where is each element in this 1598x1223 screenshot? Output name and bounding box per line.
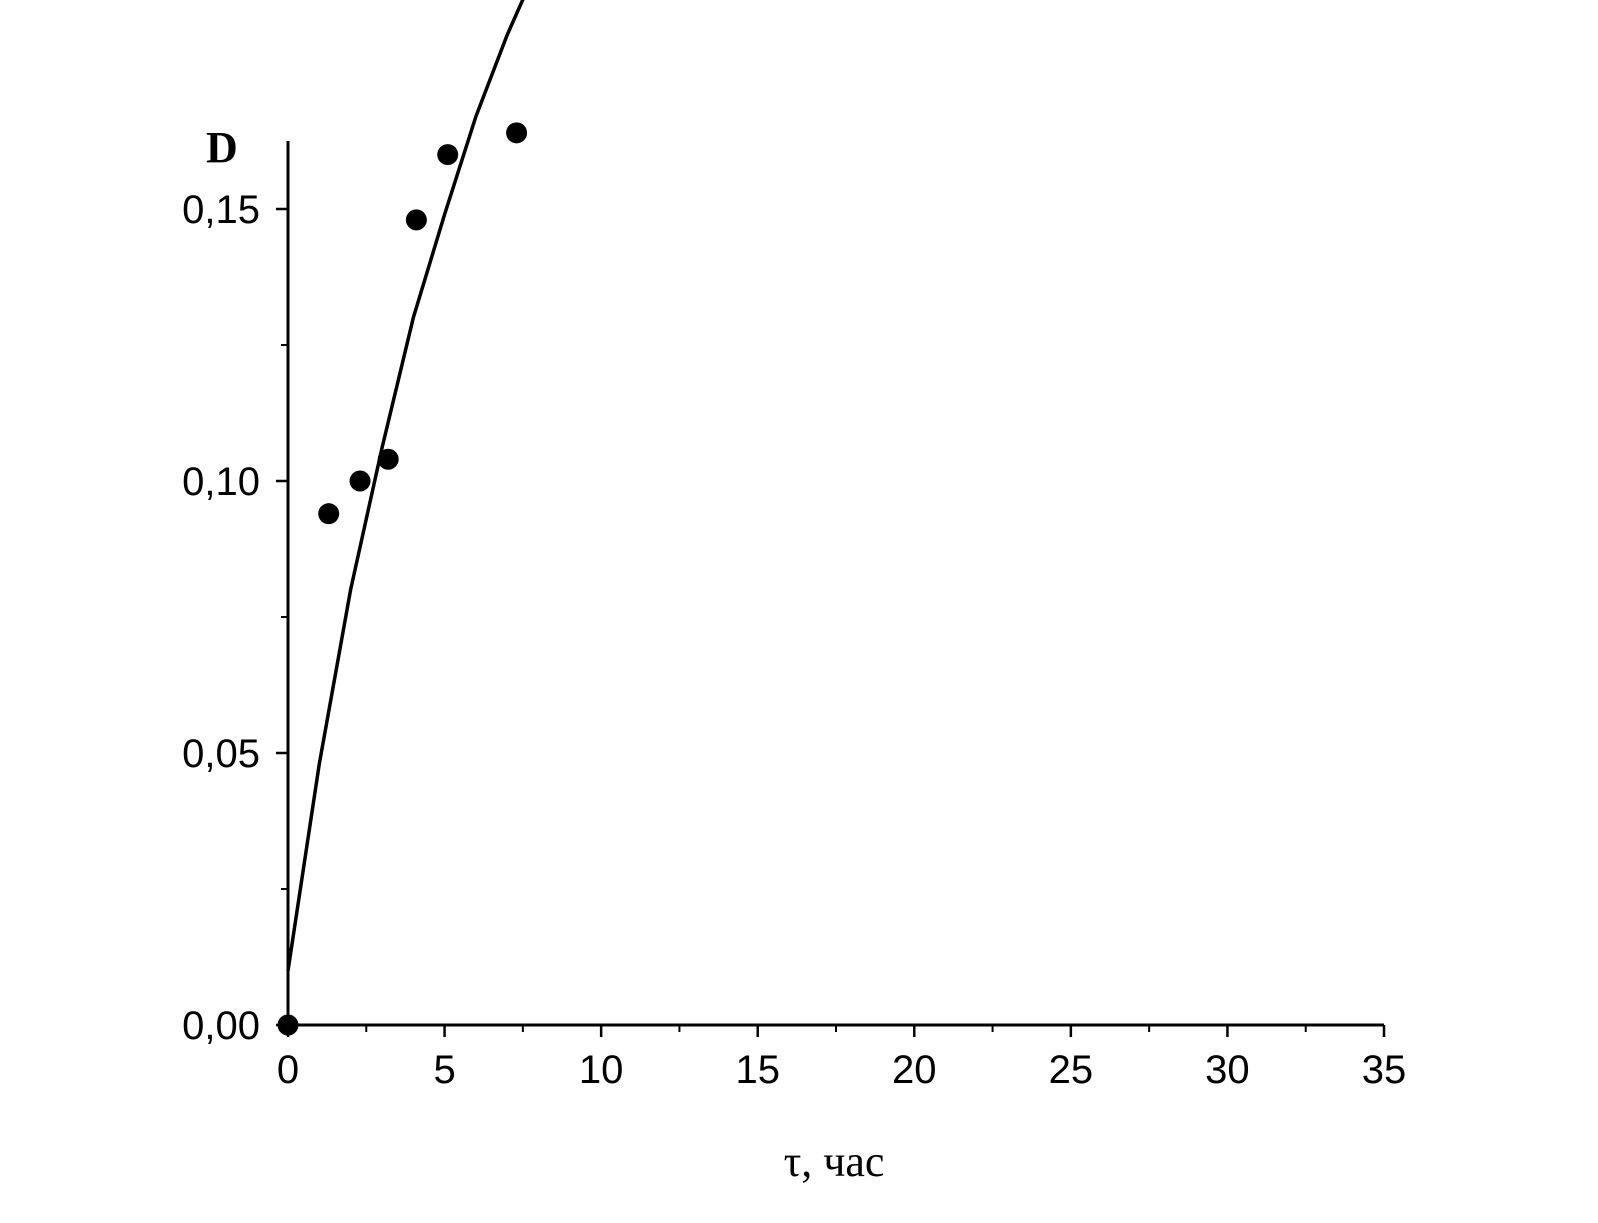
y-tick-label: 0,00 — [182, 1004, 260, 1048]
fit-curve-layer — [286, 0, 525, 971]
data-point — [437, 144, 459, 166]
y-tick-label: 0,15 — [182, 188, 260, 232]
x-ticks: 0 5 10 15 20 25 30 35 — [277, 1025, 1406, 1092]
x-tick-label: 10 — [579, 1048, 624, 1092]
data-points-layer — [277, 122, 528, 1036]
axes — [286, 141, 1384, 1027]
x-tick-label: 5 — [433, 1048, 455, 1092]
x-tick-label: 35 — [1362, 1048, 1407, 1092]
data-point — [377, 448, 399, 470]
fit-curve — [286, 0, 525, 971]
y-tick-label: 0,05 — [182, 732, 260, 776]
x-tick-label: 30 — [1205, 1048, 1250, 1092]
x-tick-label: 25 — [1049, 1048, 1094, 1092]
data-point — [277, 1014, 299, 1036]
y-ticks: 0,000,050,100,150,200,250,30 — [182, 188, 288, 1048]
data-point — [349, 470, 371, 492]
data-point — [405, 209, 427, 231]
x-tick-label: 15 — [735, 1048, 780, 1092]
x-tick-label: 20 — [892, 1048, 937, 1092]
y-tick-label: 0,10 — [182, 460, 260, 504]
y-axis-label: D — [206, 123, 238, 172]
data-point — [506, 122, 528, 144]
x-axis-label: τ, час — [784, 1137, 885, 1186]
data-point — [318, 503, 340, 525]
x-tick-label: 0 — [277, 1048, 299, 1092]
